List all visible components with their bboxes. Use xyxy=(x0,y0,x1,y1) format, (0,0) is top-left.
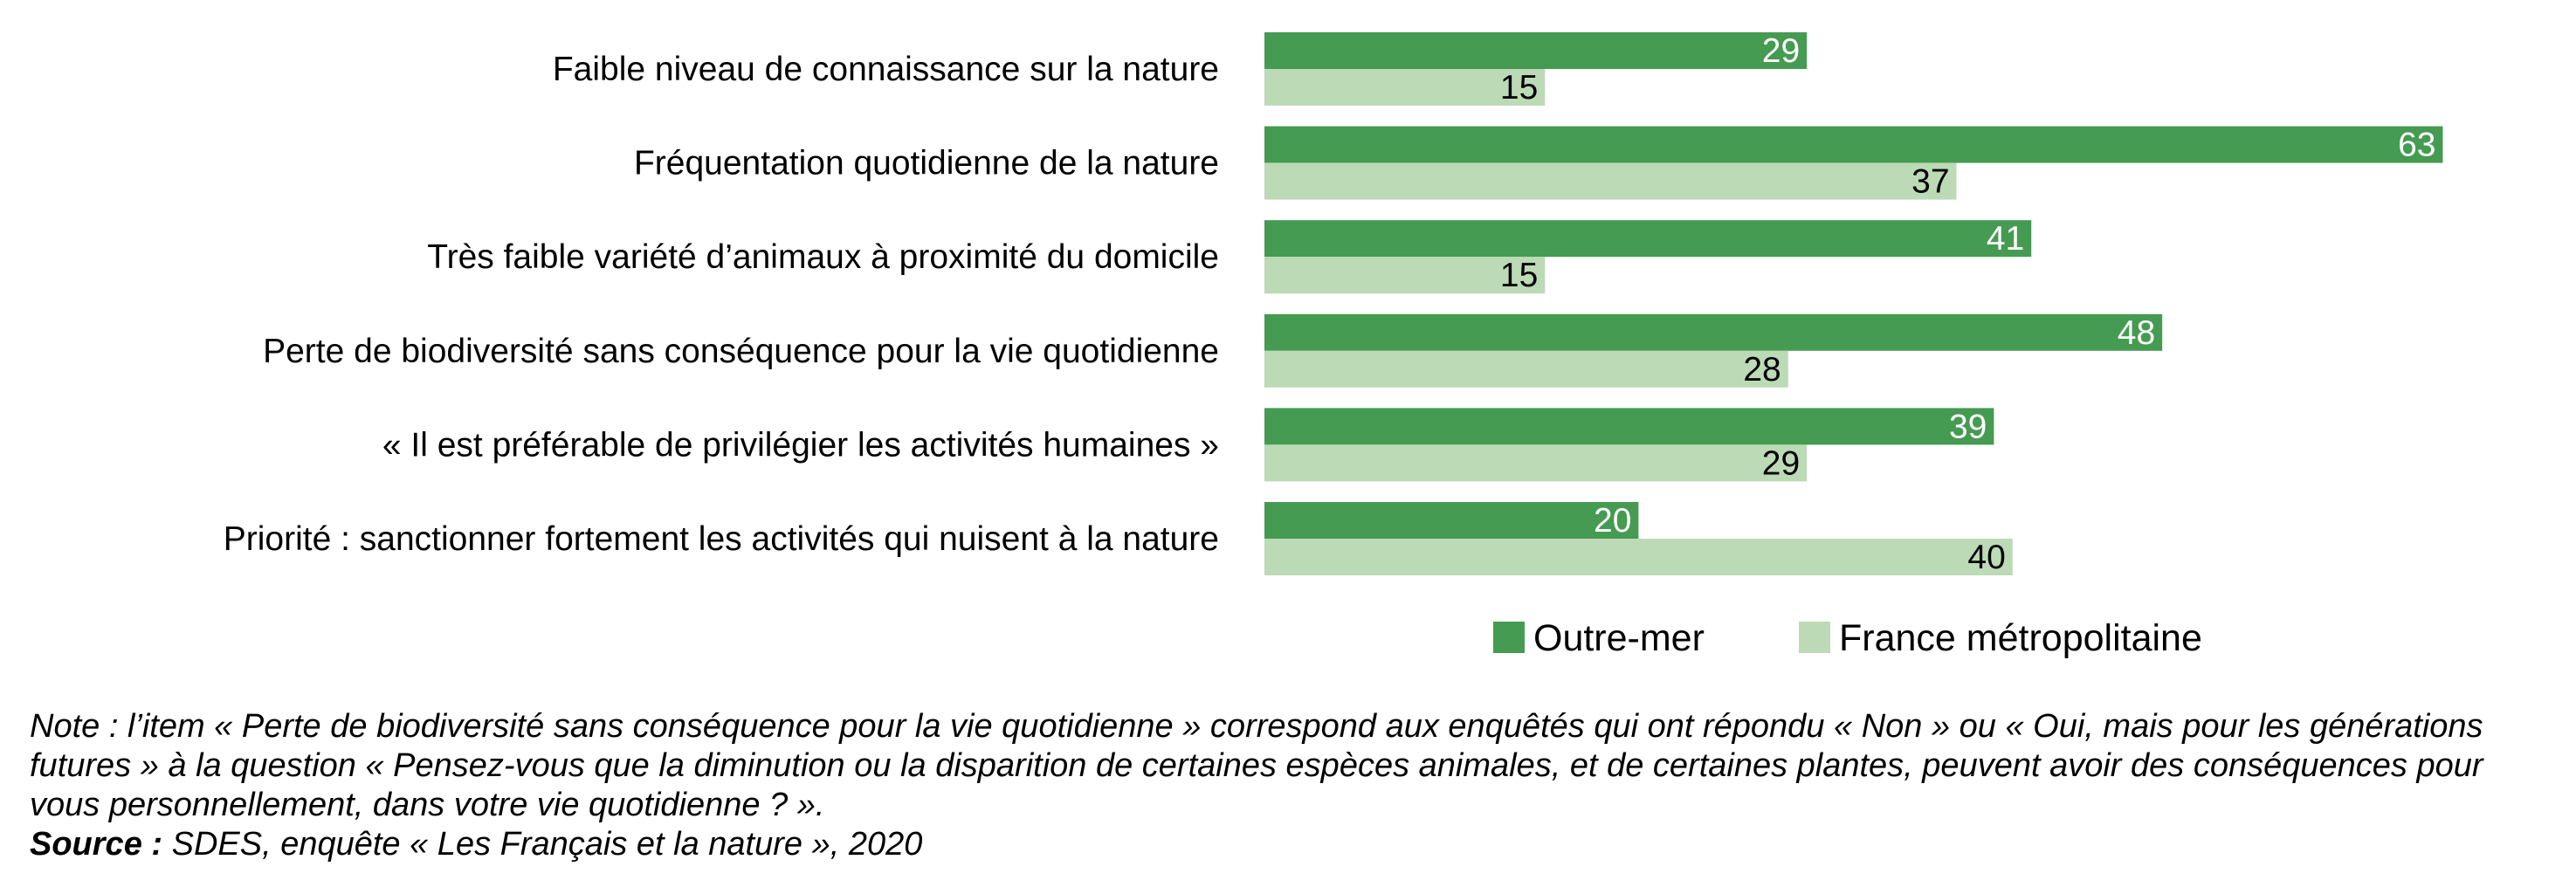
source-label: Source : xyxy=(30,826,163,863)
note-text: Note : l’item « Perte de biodiversité sa… xyxy=(30,708,2483,823)
data-label-france-metro-3: 15 xyxy=(1500,257,1538,294)
data-label-outre-mer-2: 63 xyxy=(2398,127,2435,164)
data-label-france-metro-2: 37 xyxy=(1911,163,1949,201)
legend-label-france-metro: France métropolitaine xyxy=(1839,617,2202,659)
bar-outre-mer-5 xyxy=(1264,408,1994,445)
bar-france-metro-6 xyxy=(1264,539,2013,575)
data-label-outre-mer-6: 20 xyxy=(1594,502,1631,540)
bar-outre-mer-1 xyxy=(1264,32,1808,69)
source-text: SDES, enquête « Les Français et la natur… xyxy=(162,826,923,863)
data-label-outre-mer-1: 29 xyxy=(1762,32,1800,70)
source-line: Source : SDES, enquête « Les Français et… xyxy=(30,825,2553,864)
data-label-outre-mer-4: 48 xyxy=(2118,314,2155,352)
data-label-france-metro-6: 40 xyxy=(1967,539,2005,576)
bar-outre-mer-3 xyxy=(1264,220,2032,258)
data-label-outre-mer-5: 39 xyxy=(1949,408,1987,445)
data-label-france-metro-4: 28 xyxy=(1743,351,1780,389)
data-label-france-metro-5: 29 xyxy=(1762,444,1800,482)
category-label-4: Perte de biodiversité sans conséquence p… xyxy=(263,333,1219,370)
legend-swatch-france-metro xyxy=(1799,622,1830,653)
data-label-france-metro-1: 15 xyxy=(1500,69,1538,107)
bar-outre-mer-2 xyxy=(1264,126,2443,163)
legend-swatch-outre-mer xyxy=(1493,622,1525,653)
chart-notes: Note : l’item « Perte de biodiversité sa… xyxy=(30,707,2553,864)
category-label-5: « Il est préférable de privilégier les a… xyxy=(382,426,1219,464)
category-label-2: Fréquentation quotidienne de la nature xyxy=(634,145,1219,182)
data-label-outre-mer-3: 41 xyxy=(1987,220,2024,258)
bar-france-metro-2 xyxy=(1264,162,1957,200)
bar-france-metro-4 xyxy=(1264,350,1788,388)
bar-france-metro-1 xyxy=(1264,69,1546,106)
category-label-1: Faible niveau de connaissance sur la nat… xyxy=(553,51,1219,88)
bar-france-metro-5 xyxy=(1264,444,1808,482)
category-label-3: Très faible variété d’animaux à proximit… xyxy=(427,238,1219,276)
category-label-6: Priorité : sanctionner fortement les act… xyxy=(224,520,1219,558)
bar-chart: Faible niveau de connaissance sur la nat… xyxy=(224,32,2443,659)
bar-outre-mer-4 xyxy=(1264,313,2163,351)
bar-france-metro-3 xyxy=(1264,257,1546,294)
legend-label-outre-mer: Outre-mer xyxy=(1533,617,1705,659)
bar-outre-mer-6 xyxy=(1264,502,1639,539)
